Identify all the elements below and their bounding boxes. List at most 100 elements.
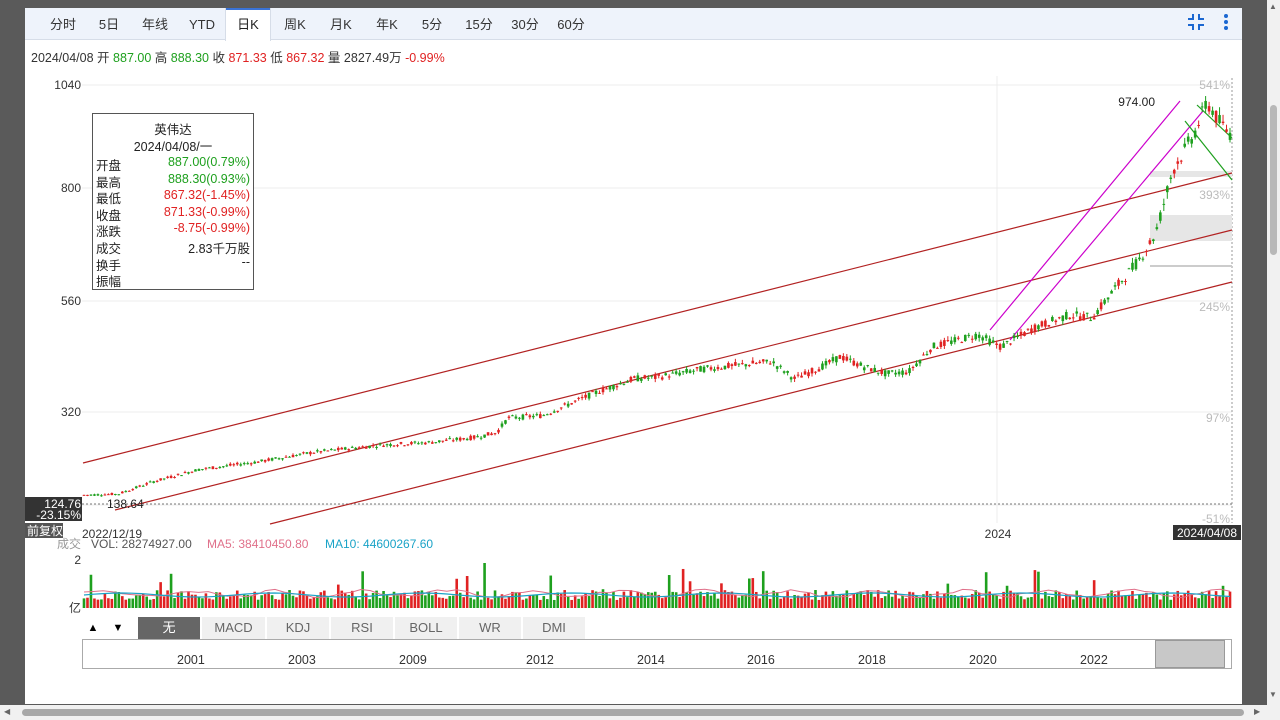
candle-body — [876, 372, 880, 374]
volume-bar — [389, 597, 392, 608]
candle-body — [1047, 325, 1051, 327]
candle-body — [166, 476, 169, 478]
scroll-right-icon[interactable]: ▶ — [1254, 707, 1261, 716]
candle-body — [890, 370, 894, 372]
candle-body — [232, 464, 236, 466]
candle-body — [855, 363, 859, 367]
volume-bar — [657, 594, 661, 608]
navigator-range-handle[interactable] — [1155, 640, 1225, 668]
volume-bar — [253, 591, 256, 608]
horizontal-scrollbar[interactable]: ◀ ▶ — [0, 705, 1267, 720]
more-vertical-icon[interactable] — [1215, 13, 1237, 35]
indicator-down-button[interactable]: ▼ — [112, 622, 124, 634]
tab-15min[interactable]: 15分 — [465, 17, 493, 32]
volume-bar — [1012, 592, 1016, 608]
candle-body — [622, 383, 626, 385]
scroll-left-icon[interactable]: ◀ — [4, 707, 11, 716]
volume-bar — [970, 594, 974, 608]
candle-body — [1099, 302, 1103, 310]
tab-5day[interactable]: 5日 — [98, 17, 120, 32]
vol-text: VOL: 28274927.00 — [91, 537, 192, 551]
indicator-rsi-button[interactable]: RSI — [331, 617, 394, 639]
vertical-scrollbar[interactable]: ▲ ▼ — [1267, 0, 1280, 720]
volume-bar — [552, 599, 556, 608]
candle-body — [107, 494, 110, 496]
indicator-kdj-button[interactable]: KDJ — [267, 617, 330, 639]
candle-body — [657, 374, 661, 376]
candle-body — [1085, 312, 1089, 314]
candle-body — [249, 463, 253, 465]
volume-bar — [953, 595, 957, 608]
indicator-macd-button[interactable]: MACD — [202, 617, 266, 639]
candle-body — [86, 494, 89, 496]
candle-body — [911, 366, 915, 368]
indicator-wr-button[interactable]: WR — [459, 617, 522, 639]
scroll-down-icon[interactable]: ▼ — [1269, 690, 1277, 699]
volume-bar — [100, 599, 103, 608]
ma10-line — [83, 592, 1231, 598]
indicator-boll-button[interactable]: BOLL — [395, 617, 458, 639]
tab-daily-k[interactable]: 日K — [225, 8, 271, 41]
candle-body — [437, 440, 441, 443]
candle-body — [678, 372, 681, 376]
indicator-up-button[interactable]: ▲ — [87, 622, 99, 634]
candle-body — [389, 444, 392, 447]
tab-weekly-k[interactable]: 周K — [284, 17, 306, 32]
tab-60min[interactable]: 60分 — [557, 17, 585, 32]
candle-body — [361, 446, 364, 448]
volume-bar — [382, 591, 385, 608]
candle-body — [539, 414, 542, 419]
candle-body — [458, 437, 462, 441]
candle-body — [312, 452, 316, 454]
compress-icon[interactable] — [1185, 13, 1207, 35]
volume-bar — [1075, 590, 1079, 608]
candle-body — [803, 371, 807, 375]
tab-30min[interactable]: 30分 — [511, 17, 539, 32]
tab-5min[interactable]: 5分 — [421, 17, 443, 32]
low-label: 低 — [270, 51, 283, 65]
candle-body — [943, 340, 946, 346]
candle-body — [977, 334, 981, 338]
indicator-none-button[interactable]: 无 — [138, 617, 201, 639]
time-navigator[interactable] — [82, 639, 1232, 669]
tab-ytd[interactable]: YTD — [189, 17, 215, 32]
candle-body — [584, 394, 587, 398]
candle-body — [880, 370, 883, 374]
current-pct-label: -23.15% — [36, 508, 81, 522]
candle-body — [765, 359, 769, 362]
volume-bar — [1141, 594, 1145, 608]
candle-body — [1193, 130, 1197, 138]
candle-body — [469, 435, 472, 441]
candle-body — [1054, 320, 1058, 323]
volume-bar — [1026, 597, 1030, 608]
candle-body — [761, 359, 765, 362]
volume-bar — [936, 591, 939, 608]
candle-body — [960, 342, 964, 344]
volume-bar — [995, 595, 998, 608]
volume-bar — [730, 591, 734, 608]
tab-monthly-k[interactable]: 月K — [330, 17, 352, 32]
vertical-scroll-thumb[interactable] — [1270, 105, 1277, 255]
volume-bar — [302, 591, 305, 608]
scroll-up-icon[interactable]: ▲ — [1269, 2, 1277, 11]
pct-tick-label: 245% — [1199, 300, 1230, 314]
volume-bar — [500, 594, 504, 608]
candle-body — [427, 441, 431, 443]
candle-body — [462, 438, 465, 440]
candle-body — [821, 363, 824, 370]
candle-body — [685, 368, 688, 373]
stock-chart[interactable]: 1040 800 560 320 541% 393% 245% 97% -51% 974.00 13… — [25, 8, 1242, 704]
tab-yearly-k[interactable]: 年K — [376, 17, 398, 32]
volume-bar — [1106, 593, 1110, 608]
volume-bar — [660, 598, 664, 608]
candle-body — [754, 362, 758, 364]
indicator-dmi-button[interactable]: DMI — [523, 617, 586, 639]
volume-bar — [469, 597, 472, 608]
volume-bar — [82, 598, 86, 608]
candle-body — [650, 375, 654, 377]
horizontal-scroll-thumb[interactable] — [22, 709, 1244, 716]
candle-body — [89, 494, 93, 496]
tab-intraday[interactable]: 分时 — [49, 17, 76, 32]
volume-bar — [312, 597, 316, 608]
tab-year-line[interactable]: 年线 — [141, 17, 168, 32]
